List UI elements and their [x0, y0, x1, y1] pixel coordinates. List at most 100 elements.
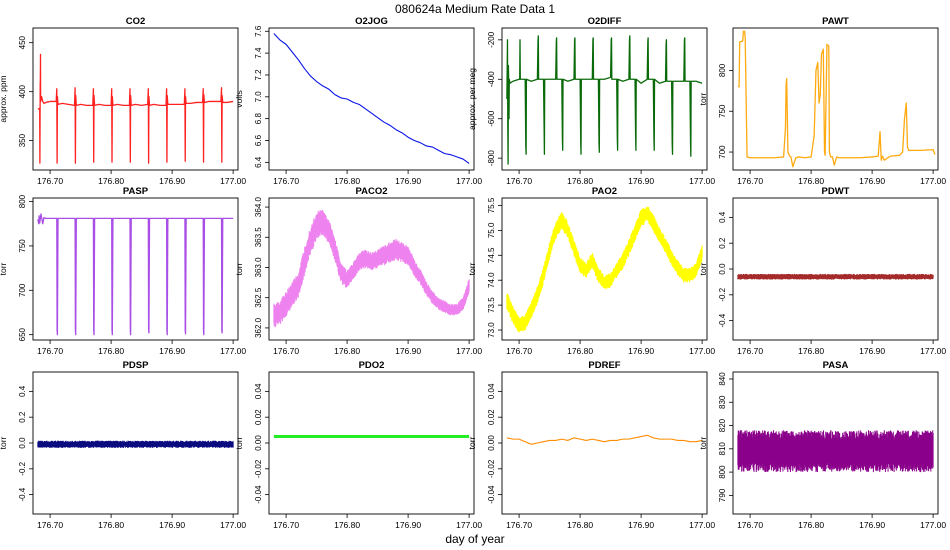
panel-pawt: PAWT torr 176.70 176.80 176.90 177.00 700 750 80…: [698, 16, 946, 186]
panel-frame-co2: [32, 27, 239, 171]
panel-frame-paco2: [268, 197, 475, 341]
series-line-pdref: [506, 434, 703, 445]
series-line-o2jog: [273, 33, 470, 164]
y-tick-label: 0.02: [487, 409, 496, 425]
series-pdwt: [737, 273, 934, 280]
y-tick-label: 74.0: [487, 272, 496, 288]
panel-frame-o2diff: [501, 27, 708, 171]
panel-o2jog: O2JOG volts 176.70 176.80 176.90 177.00 6.4 6.6…: [234, 16, 482, 186]
y-tick-label: 840: [718, 372, 727, 386]
panel-ylabel-pao2: torr: [467, 262, 477, 275]
x-tick-label: 176.90: [628, 176, 654, 186]
x-tick-label: 176.90: [859, 346, 885, 356]
y-tick-label: 0.0: [18, 437, 27, 449]
series-paco2: [273, 209, 470, 328]
y-tick-label: -0.02: [254, 459, 263, 478]
series-pawt: [737, 30, 936, 168]
x-tick-label: 176.80: [798, 520, 824, 530]
x-tick-label: 176.90: [395, 346, 421, 356]
figure-xlabel: day of year: [445, 532, 504, 546]
panel-ylabel-pdo2: torr: [234, 436, 244, 449]
y-tick-label: -0.2: [18, 461, 27, 475]
x-tick-label: 176.90: [395, 176, 421, 186]
x-tick-label: 176.80: [98, 346, 124, 356]
x-tick-label: 176.90: [628, 346, 654, 356]
y-tick-label: 7.2: [254, 69, 263, 81]
panel-pasp: PASP torr 176.70 176.80 176.90 177.00 650 700 75…: [0, 186, 246, 356]
panel-ylabel-o2jog: volts: [234, 90, 244, 107]
x-tick-label: 176.70: [273, 346, 299, 356]
y-tick-label: 6.6: [254, 134, 263, 146]
panel-title-o2diff: O2DIFF: [588, 16, 622, 27]
panel-frame-pasa: [732, 371, 939, 515]
panel-title-pdo2: PDO2: [359, 360, 385, 371]
y-tick-label: 800: [718, 63, 727, 77]
x-tick-label: 176.80: [567, 520, 593, 530]
panel-ylabel-pdsp: torr: [0, 436, 8, 449]
y-tick-label: 750: [18, 239, 27, 253]
y-tick-label: 820: [718, 418, 727, 432]
x-tick-label: 177.00: [456, 346, 482, 356]
y-tick-label: -0.2: [718, 287, 727, 301]
x-tick-label: 176.80: [334, 346, 360, 356]
x-tick-label: 177.00: [689, 176, 715, 186]
series-line-paco2: [273, 221, 470, 317]
y-tick-label: 75.5: [487, 197, 496, 213]
panel-frame-pao2: [501, 197, 708, 341]
x-tick-label: 176.80: [567, 176, 593, 186]
panel-pasa: PASA torr 176.70 176.80 176.90 177.00 790 800 81…: [698, 360, 946, 530]
panel-ylabel-pawt: torr: [698, 92, 708, 105]
x-tick-label: 177.00: [689, 346, 715, 356]
panel-frame-pdwt: [732, 197, 939, 341]
y-tick-label: 830: [718, 395, 727, 409]
panel-pdref: PDREF torr 176.70 176.80 176.90 177.00 -0.04 -0…: [467, 360, 715, 530]
y-tick-label: -800: [487, 150, 496, 167]
y-tick-label: 810: [718, 442, 727, 456]
x-tick-label: 176.90: [395, 520, 421, 530]
y-tick-label: 0.00: [487, 435, 496, 451]
x-tick-label: 176.80: [798, 346, 824, 356]
y-tick-label: -0.4: [718, 313, 727, 327]
y-tick-label: 0.0: [718, 263, 727, 275]
panel-frame-pawt: [732, 27, 939, 171]
y-tick-label: 450: [18, 35, 27, 49]
y-tick-label: 74.5: [487, 247, 496, 263]
x-tick-label: 176.80: [334, 176, 360, 186]
panel-ylabel-pdref: torr: [467, 436, 477, 449]
panel-title-pasp: PASP: [123, 186, 149, 197]
x-tick-label: 176.70: [273, 520, 299, 530]
y-tick-label: 7.6: [254, 25, 263, 37]
panel-title-pdwt: PDWT: [822, 186, 850, 197]
y-tick-label: 73.0: [487, 322, 496, 338]
series-line-pao2: [506, 211, 703, 326]
panel-frame-pasp: [32, 197, 239, 341]
x-tick-label: 176.80: [567, 346, 593, 356]
y-tick-label: 0.04: [487, 383, 496, 399]
x-tick-label: 176.90: [628, 520, 654, 530]
x-tick-label: 177.00: [220, 520, 246, 530]
panel-title-pdsp: PDSP: [123, 360, 150, 371]
panel-title-co2: CO2: [126, 16, 146, 27]
series-o2jog: [273, 33, 470, 164]
x-tick-label: 176.70: [37, 176, 63, 186]
x-tick-label: 176.70: [737, 520, 763, 530]
figure-title: 080624a Medium Rate Data 1: [395, 2, 555, 16]
panel-title-o2jog: O2JOG: [355, 16, 388, 27]
y-tick-label: 750: [718, 104, 727, 118]
x-tick-label: 176.70: [737, 346, 763, 356]
y-tick-label: 800: [718, 465, 727, 479]
series-pasa: [737, 430, 934, 473]
panel-title-pao2: PAO2: [592, 186, 617, 197]
series-pao2: [506, 206, 703, 333]
panel-title-pasa: PASA: [823, 360, 849, 371]
panel-frame-pdsp: [32, 371, 239, 515]
y-tick-label: -0.02: [487, 459, 496, 478]
y-tick-label: 6.8: [254, 113, 263, 125]
x-tick-label: 176.70: [506, 520, 532, 530]
y-tick-label: -0.4: [18, 487, 27, 501]
panel-ylabel-pasa: torr: [698, 436, 708, 449]
y-tick-label: 0.00: [254, 435, 263, 451]
panel-pdsp: PDSP torr 176.70 176.80 176.90 177.00 -0.4 -0.2…: [0, 360, 246, 530]
x-tick-label: 176.90: [159, 176, 185, 186]
